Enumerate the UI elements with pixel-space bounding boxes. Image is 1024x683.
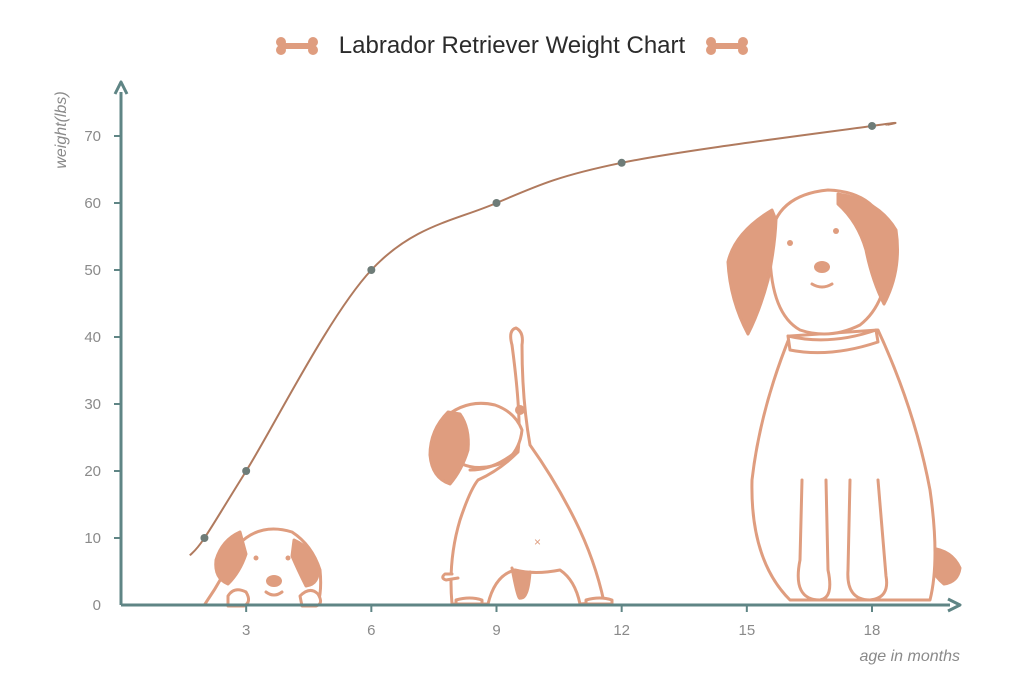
- series-line: [189, 121, 897, 557]
- y-tick-label: 60: [84, 195, 101, 212]
- adult-dog-illustration: [726, 188, 962, 602]
- axes: [119, 92, 950, 607]
- y-axis-arrow: [113, 80, 129, 95]
- y-axis-title: weight(lbs): [53, 91, 70, 168]
- y-tick-label: 30: [84, 396, 101, 413]
- y-tick-label: 10: [84, 530, 101, 547]
- y-axis-ticks: 0 10 20 30 40 50 60 70: [84, 128, 121, 614]
- x-tick-label: 9: [492, 622, 500, 639]
- young-dog-illustration: ×: [428, 326, 614, 606]
- data-point: [492, 199, 501, 207]
- x-axis-title: age in months: [859, 648, 960, 665]
- y-tick-label: 0: [93, 597, 101, 614]
- y-tick-label: 40: [84, 329, 101, 346]
- data-point: [617, 158, 626, 167]
- y-tick-label: 70: [84, 128, 101, 145]
- data-point: [868, 121, 876, 130]
- puppy-illustration: [203, 527, 323, 608]
- chart-title-row: Labrador Retriever Weight Chart: [0, 32, 1024, 60]
- x-tick-label: 18: [864, 622, 881, 639]
- y-tick-label: 50: [84, 262, 101, 279]
- x-axis-ticks: 3 6 9 12 15 18: [242, 605, 880, 639]
- y-tick-label: 20: [84, 463, 101, 480]
- chart-title: Labrador Retriever Weight Chart: [338, 32, 686, 59]
- data-point: [242, 467, 251, 475]
- bone-icon: [705, 37, 748, 55]
- data-point: [367, 266, 376, 274]
- bone-icon: [276, 37, 319, 55]
- x-axis-arrow: [947, 597, 962, 613]
- series-weight: [189, 121, 897, 557]
- x-tick-label: 6: [367, 622, 375, 639]
- x-tick-label: 3: [242, 622, 250, 639]
- x-tick-label: 15: [738, 622, 755, 639]
- svg-text:×: ×: [534, 535, 541, 549]
- x-tick-label: 12: [613, 622, 630, 639]
- data-point: [200, 534, 209, 542]
